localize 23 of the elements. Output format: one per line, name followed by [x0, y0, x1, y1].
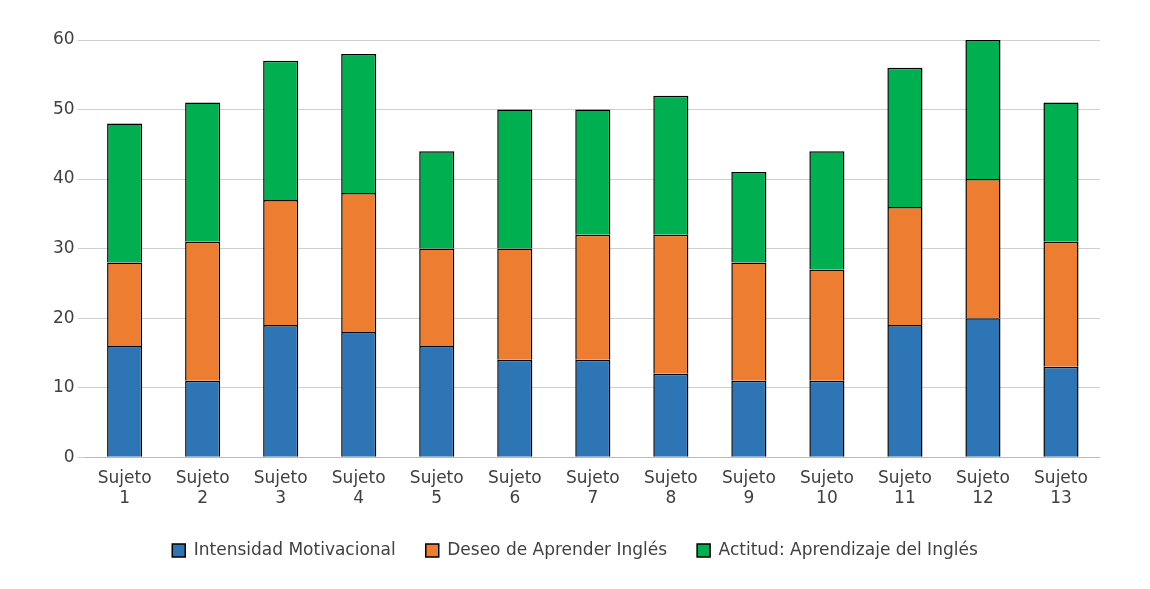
- x-tick-label: Sujeto 10: [799, 466, 854, 508]
- x-tick-label: Sujeto 1: [97, 466, 152, 508]
- legend-label: Actitud: Aprendizaje del Inglés: [718, 538, 978, 559]
- y-tick-label: 50: [52, 97, 75, 118]
- legend-label: Intensidad Motivacional: [193, 538, 396, 559]
- x-tick-label: Sujeto 11: [878, 466, 932, 508]
- x-tick-label: Sujeto 6: [487, 466, 542, 508]
- y-tick-label: 60: [52, 28, 75, 49]
- x-tick-label: Sujeto 8: [643, 466, 698, 508]
- x-tick-label: Sujeto 9: [721, 466, 776, 508]
- x-tick-label: Sujeto 5: [409, 466, 464, 508]
- x-tick-label: Sujeto 7: [565, 466, 620, 508]
- x-tick-label: Sujeto 4: [331, 466, 386, 508]
- y-tick-label: 40: [52, 167, 75, 188]
- x-tick-label: Sujeto 3: [253, 466, 308, 508]
- legend-label: Deseo de Aprender Inglés: [447, 538, 668, 559]
- x-tick-label: Sujeto 12: [956, 466, 1010, 508]
- x-tick-label: Sujeto 13: [1034, 466, 1088, 508]
- y-tick-label: 0: [63, 445, 75, 466]
- y-tick-label: 30: [52, 237, 75, 258]
- x-tick-label: Sujeto 2: [175, 466, 230, 508]
- y-tick-label: 20: [52, 306, 75, 327]
- y-tick-label: 10: [52, 376, 75, 397]
